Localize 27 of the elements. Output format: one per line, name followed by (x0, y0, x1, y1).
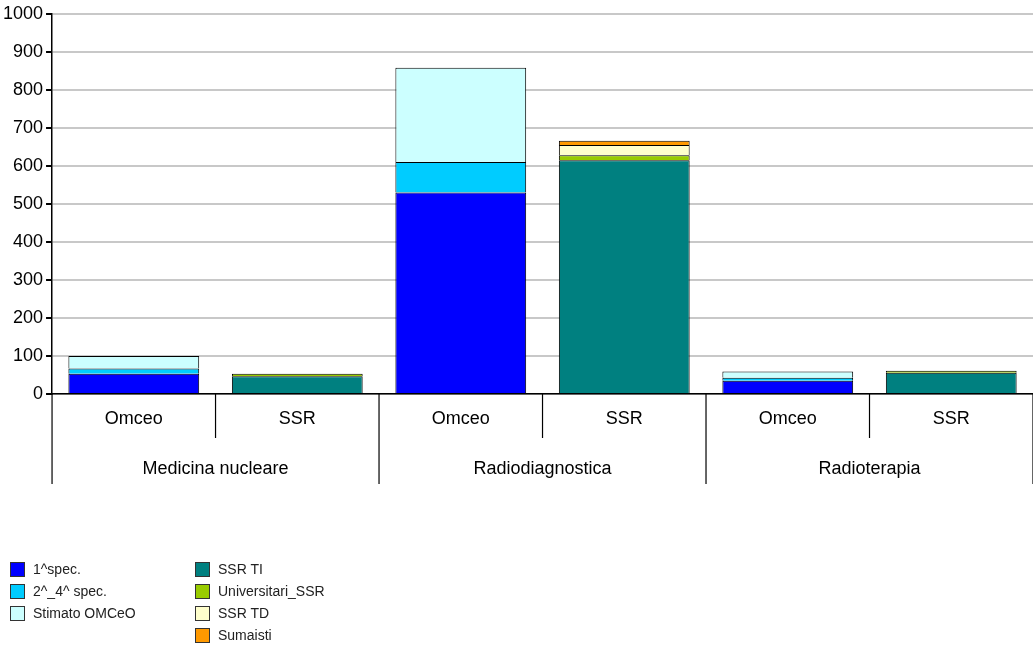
text: Radioterapia (818, 457, 922, 478)
text: Radiodiagnostica (473, 457, 613, 478)
x-tick-label: Omceo (431, 407, 490, 428)
y-tick-label: 300 (13, 268, 44, 289)
legend-label: SSR TI (218, 561, 263, 577)
x-tick-label: Omceo (758, 407, 817, 428)
y-tick-label: 1000 (3, 2, 44, 23)
y-tick-label: 800 (13, 78, 44, 99)
y-tick-label: 600 (13, 154, 44, 175)
legend-label: Universitari_SSR (218, 583, 325, 599)
legend-label: Sumaisti (218, 627, 272, 643)
legend-label: Stimato OMCeO (33, 605, 136, 621)
y-tick-label: 700 (13, 116, 44, 137)
y-tick-label: 400 (13, 230, 44, 251)
x-tick-label: SSR (605, 407, 643, 428)
y-tick-label: 900 (13, 40, 44, 61)
y-tick-label: 200 (13, 306, 44, 327)
legend-label: 1^spec. (33, 561, 81, 577)
text: Medicina nucleare (142, 457, 289, 478)
y-tick-label: 500 (13, 192, 44, 213)
x-tick-label: SSR (932, 407, 970, 428)
legend-label: 2^_4^ spec. (33, 583, 107, 599)
y-tick-label: 0 (33, 382, 44, 403)
x-tick-label: Omceo (104, 407, 163, 428)
y-tick-label: 100 (13, 344, 44, 365)
x-tick-label: SSR (278, 407, 316, 428)
legend-label: SSR TD (218, 605, 270, 621)
